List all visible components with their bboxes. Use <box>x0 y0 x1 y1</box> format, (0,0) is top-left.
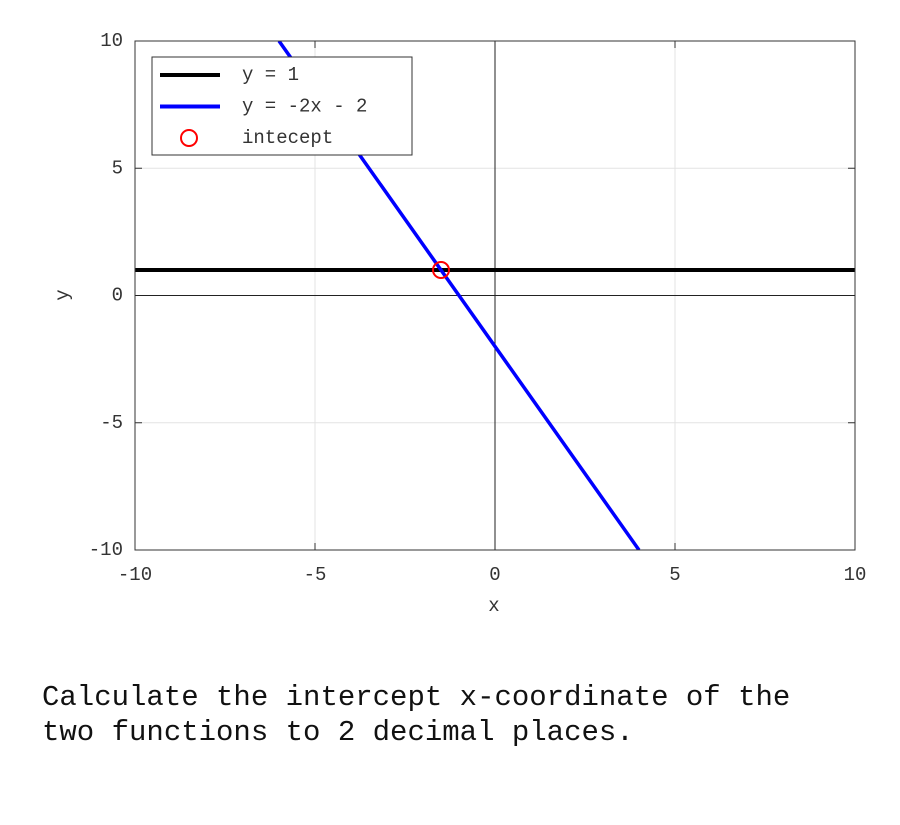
plot-frame <box>134 40 856 551</box>
y-tick-label: -5 <box>100 412 123 434</box>
legend-label: intecept <box>242 127 333 149</box>
x-tick-label: 5 <box>669 564 680 586</box>
intercept-marker <box>432 261 450 280</box>
y-tick-label: 10 <box>100 30 123 52</box>
question: Calculate the intercept x-coordinate of … <box>42 681 791 749</box>
y-tick-label: 0 <box>112 285 123 307</box>
y-tick-label: -10 <box>89 539 123 561</box>
x-tick-label: 10 <box>844 564 867 586</box>
chart: x y -10 -5 0 5 10 -10 -5 0 5 10 y = 1 y = -2x - 2 in… <box>52 30 867 617</box>
legend-label: y = -2x - 2 <box>242 96 367 118</box>
x-tick-label: 0 <box>489 564 500 586</box>
y-tick-label: 5 <box>112 157 123 179</box>
y-axis-label: y <box>52 289 74 300</box>
x-tick-label: -10 <box>118 564 152 586</box>
x-axis-label: x <box>488 595 499 617</box>
legend-label: y = 1 <box>242 64 299 86</box>
legend-marker <box>180 129 198 147</box>
x-tick-label: -5 <box>304 564 327 586</box>
